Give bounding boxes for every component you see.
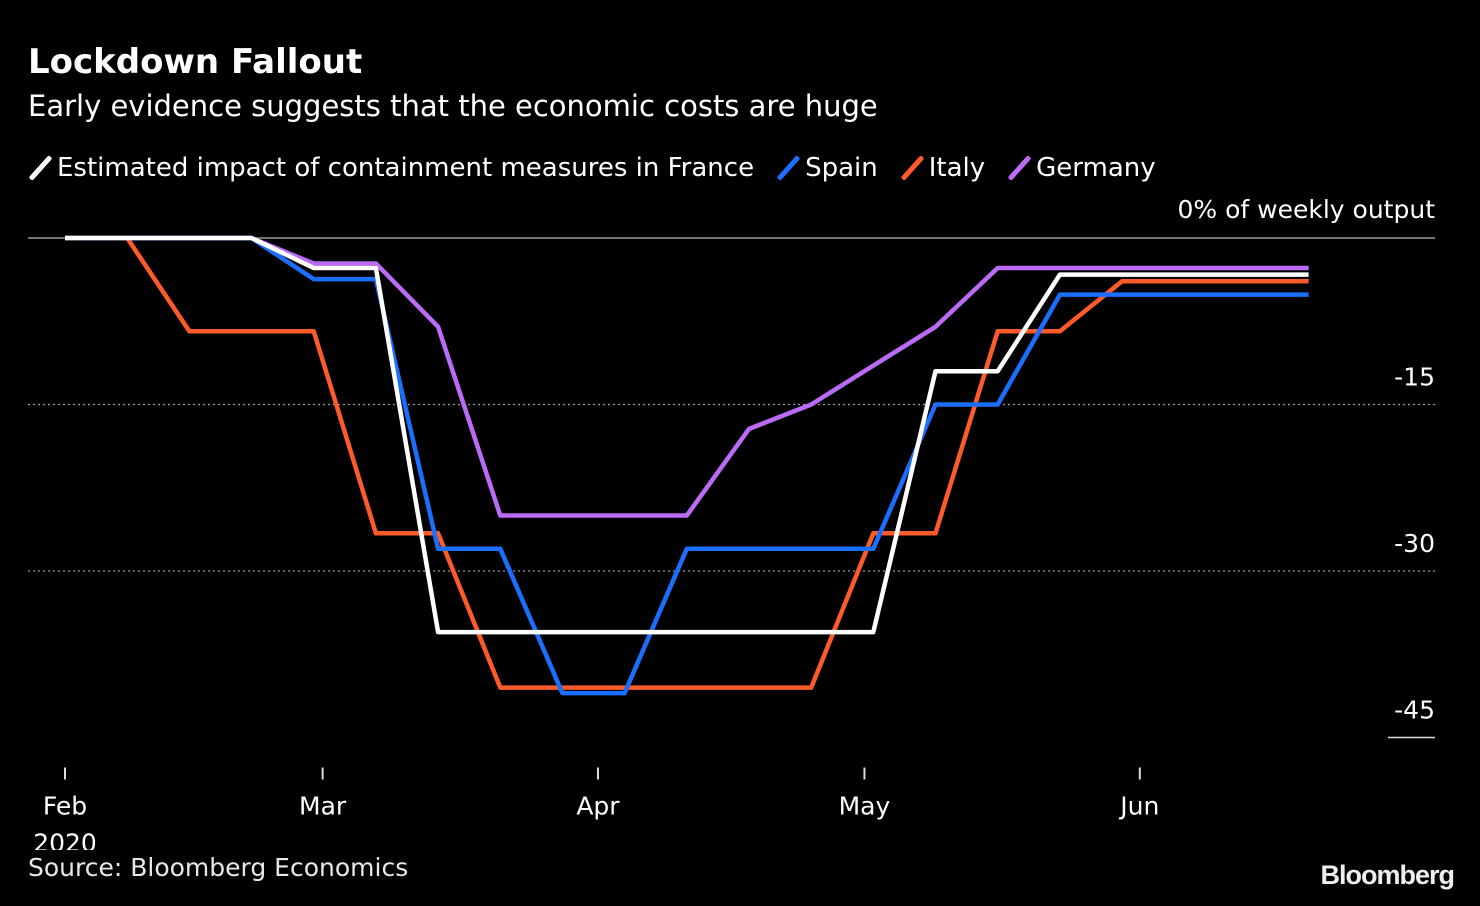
legend-label: Germany <box>1036 153 1156 183</box>
y-tick-label: -45 <box>1394 696 1435 725</box>
legend-item-1: Spain <box>776 153 878 183</box>
legend-item-0: Estimated impact of containment measures… <box>28 153 755 183</box>
legend-swatch <box>900 155 925 181</box>
chart-title: Lockdown Fallout <box>28 42 363 82</box>
y-unit-label: 0% of weekly output <box>1178 195 1436 224</box>
y-tick-label: -15 <box>1394 363 1435 392</box>
legend-label: Italy <box>928 153 986 183</box>
legend-item-3: Germany <box>1007 153 1156 183</box>
legend-item-2: Italy <box>900 153 986 183</box>
x-tick-label: Apr <box>576 792 620 821</box>
y-tick-label: -30 <box>1394 529 1435 558</box>
legend: Estimated impact of containment measures… <box>28 148 1180 188</box>
series-line-spain <box>65 235 1309 696</box>
legend-swatch <box>1007 155 1032 181</box>
x-tick-label: Mar <box>299 792 347 821</box>
legend-swatch <box>28 155 53 181</box>
bloomberg-logo: Bloomberg <box>1320 860 1455 890</box>
series-line-italy <box>65 235 1309 690</box>
line-chart: 0% of weekly output -15 -30 -45 Feb 2020 Mar Ap… <box>28 195 1436 851</box>
legend-label: Estimated impact of containment measures… <box>57 153 755 183</box>
legend-label: Spain <box>805 153 878 183</box>
x-tick-label: May <box>839 792 891 821</box>
x-tick-sublabel: 2020 <box>33 829 97 851</box>
series-line-estimated-impact-of-containment-measures-in-france <box>65 235 1309 635</box>
legend-swatch <box>776 155 801 181</box>
x-tick-label: Jun <box>1118 792 1159 821</box>
chart-subtitle: Early evidence suggests that the economi… <box>28 89 878 123</box>
source-note: Source: Bloomberg Economics <box>28 853 409 882</box>
x-tick-label: Feb <box>43 792 87 821</box>
